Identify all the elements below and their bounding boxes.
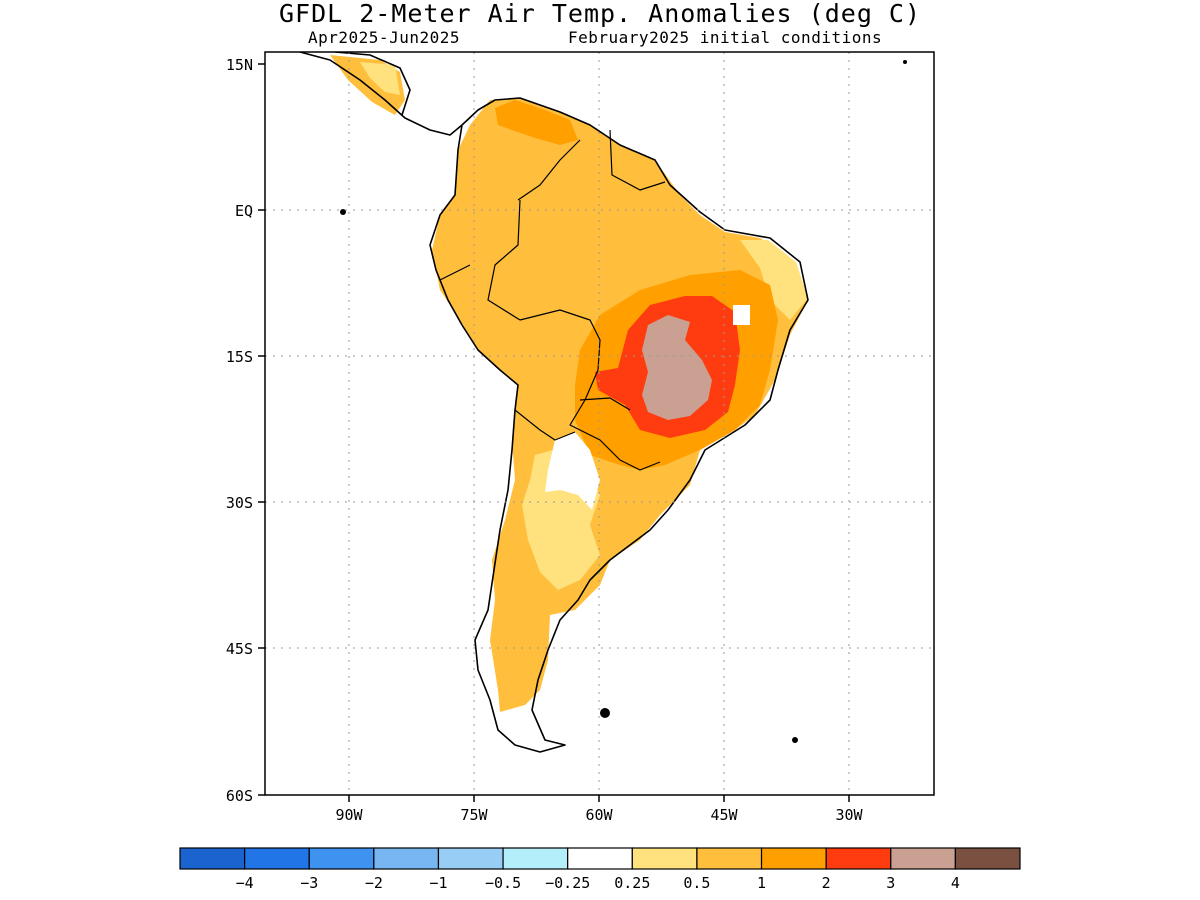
colorbar-swatch bbox=[308, 847, 375, 870]
colorbar-label: −3 bbox=[300, 874, 318, 892]
colorbar-swatch bbox=[179, 847, 246, 870]
lat-label: 30S bbox=[226, 494, 253, 512]
anomaly-region-0.25-0.5-central-america bbox=[360, 62, 400, 95]
colorbar-label: 4 bbox=[951, 874, 960, 892]
colorbar-swatch bbox=[954, 847, 1021, 870]
lat-label: 45S bbox=[226, 640, 253, 658]
lon-label: 90W bbox=[335, 806, 363, 824]
anomaly-region-near-zero bbox=[545, 432, 600, 510]
lat-label: EQ bbox=[235, 202, 253, 220]
colorbar-label: 2 bbox=[822, 874, 831, 892]
lon-label: 45W bbox=[710, 806, 738, 824]
latitude-labels: 15N EQ 15S 30S 45S 60S bbox=[226, 56, 253, 805]
islands bbox=[340, 60, 907, 743]
colorbar-label: −0.5 bbox=[485, 874, 521, 892]
colorbar-label: 0.25 bbox=[614, 874, 650, 892]
lat-label: 60S bbox=[226, 787, 253, 805]
colorbar-swatch bbox=[825, 847, 892, 870]
central-america-coastline bbox=[299, 52, 463, 136]
colorbar-swatch bbox=[567, 847, 633, 870]
colorbar-label: 1 bbox=[757, 874, 766, 892]
anomaly-region-1-2-north bbox=[495, 100, 578, 145]
lon-label: 30W bbox=[835, 806, 863, 824]
anomaly-cell-near-zero bbox=[733, 305, 750, 325]
colorbar-label: 3 bbox=[886, 874, 895, 892]
colorbar-swatch bbox=[696, 847, 763, 870]
valid-period: Apr2025-Jun2025 bbox=[308, 28, 460, 47]
colorbar-swatch bbox=[437, 847, 504, 870]
colorbar-swatch bbox=[373, 847, 440, 870]
lat-label: 15S bbox=[226, 348, 253, 366]
lon-label: 75W bbox=[460, 806, 488, 824]
colorbar-swatch bbox=[631, 847, 698, 870]
longitude-labels: 90W 75W 60W 45W 30W bbox=[335, 806, 863, 824]
colorbar-label: −0.25 bbox=[545, 874, 590, 892]
anomaly-shading bbox=[330, 55, 808, 712]
axis-ticks bbox=[258, 63, 850, 802]
colorbar-swatch bbox=[244, 847, 310, 870]
map-title: GFDL 2-Meter Air Temp. Anomalies (deg C) bbox=[278, 0, 922, 28]
colorbar-label: −1 bbox=[429, 874, 447, 892]
lon-label: 60W bbox=[585, 806, 613, 824]
anomaly-region-3-4 bbox=[642, 315, 712, 420]
colorbar: −4 −3 −2 −1 −0.5 −0.25 0.25 0.5 1 2 3 4 bbox=[179, 847, 1021, 892]
colorbar-swatch bbox=[760, 847, 827, 870]
south-america-coastline bbox=[429, 97, 809, 753]
colorbar-swatch bbox=[890, 847, 956, 870]
lat-label: 15N bbox=[226, 56, 253, 74]
national-borders bbox=[439, 129, 666, 471]
colorbar-label: −2 bbox=[365, 874, 383, 892]
coastlines bbox=[299, 52, 809, 753]
initial-conditions: February2025 initial conditions bbox=[568, 28, 883, 47]
anomaly-region-0.25-0.5-brazil-east bbox=[740, 240, 808, 320]
colorbar-label: 0.5 bbox=[683, 874, 710, 892]
colorbar-label: −4 bbox=[236, 874, 254, 892]
colorbar-swatch bbox=[502, 847, 569, 870]
